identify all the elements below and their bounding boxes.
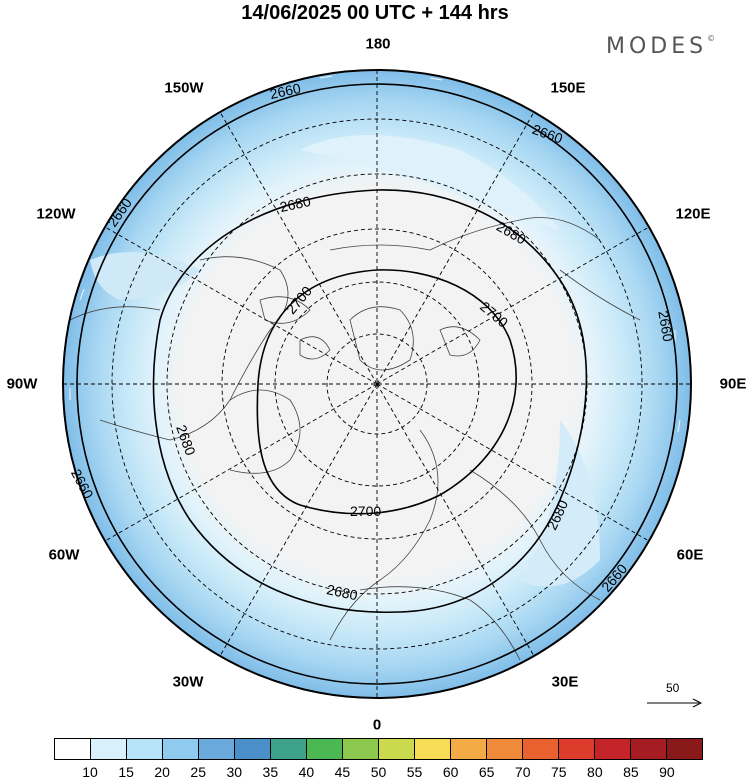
colorbar-labels: 10 15 20 25 30 35 40 45 50 55 60 65 70 75 80 85 90 [54, 764, 703, 782]
arrow-right-icon [647, 698, 703, 708]
lon-label-0: 0 [372, 716, 382, 734]
colorbar-label: 65 [478, 764, 495, 780]
colorbar-swatch [163, 739, 199, 759]
colorbar-label: 55 [406, 764, 423, 780]
contour-label-2660-top: 2660 [268, 80, 302, 102]
map-border [62, 69, 692, 699]
colorbar-swatch [379, 739, 415, 759]
graticule [63, 70, 691, 698]
colorbar-label: 15 [118, 764, 134, 780]
lon-label-90e: 90E [719, 375, 747, 393]
modes-logo: MODES© [606, 34, 715, 59]
colorbar-swatch [631, 739, 667, 759]
colorbar-swatch [595, 739, 631, 759]
lon-label-120e: 120E [675, 205, 711, 223]
colorbar-label: 60 [442, 764, 459, 780]
colorbar-swatch [523, 739, 559, 759]
colorbar-swatch [55, 739, 91, 759]
colorbar-swatch [271, 739, 307, 759]
colorbar-label: 85 [623, 764, 639, 780]
colorbar-swatch [127, 739, 163, 759]
wind-patch [300, 135, 560, 230]
map-title: 14/06/2025 00 UTC + 144 hrs [241, 2, 509, 24]
colorbar-swatch [235, 739, 271, 759]
map-disk [63, 70, 691, 698]
colorbar-label: 25 [190, 764, 207, 780]
colorbar-label: 35 [262, 764, 279, 780]
height-contours [76, 83, 678, 685]
colorbar-swatch [559, 739, 595, 759]
lon-label-150e: 150E [550, 79, 586, 97]
colorbar-label: 80 [587, 764, 603, 780]
colorbar-swatch [451, 739, 487, 759]
lon-label-90w: 90W [6, 375, 38, 393]
colorbar-label: 20 [154, 764, 170, 780]
colorbar-label: 75 [550, 764, 567, 780]
contour-label-2680-n: 2680 [278, 193, 312, 215]
colorbar-swatch [343, 739, 379, 759]
lon-label-180: 180 [365, 35, 391, 53]
colorbar-label: 30 [226, 764, 243, 780]
wind-scale-label: 50 [666, 681, 680, 695]
contour-label-2680-s: 2680 [325, 581, 359, 603]
colorbar [54, 738, 703, 760]
colorbar-swatch [415, 739, 451, 759]
colorbar-label: 40 [298, 764, 315, 780]
wind-patch [90, 252, 200, 300]
colorbar-swatch [307, 739, 343, 759]
lon-label-150w: 150W [164, 79, 204, 97]
colorbar-label: 10 [82, 764, 98, 780]
contour-label-2700-s: 2700 [350, 503, 381, 519]
lon-label-120w: 120W [36, 205, 76, 223]
lon-label-30e: 30E [551, 673, 579, 691]
colorbar-label: 90 [659, 764, 675, 780]
lon-label-60w: 60W [48, 546, 80, 564]
colorbar-label: 50 [370, 764, 387, 780]
contour-label-2660-e: 2660 [655, 309, 676, 343]
colorbar-swatch [487, 739, 523, 759]
lon-label-30w: 30W [172, 673, 204, 691]
colorbar-swatch [199, 739, 235, 759]
colorbar-swatch [91, 739, 127, 759]
colorbar-label: 70 [514, 764, 531, 780]
wind-patch [520, 420, 600, 587]
lon-label-60e: 60E [676, 546, 704, 564]
colorbar-label: 45 [334, 764, 351, 780]
logo-text: MODES [606, 34, 708, 59]
colorbar-swatch [667, 739, 702, 759]
copyright-mark: © [707, 34, 716, 43]
